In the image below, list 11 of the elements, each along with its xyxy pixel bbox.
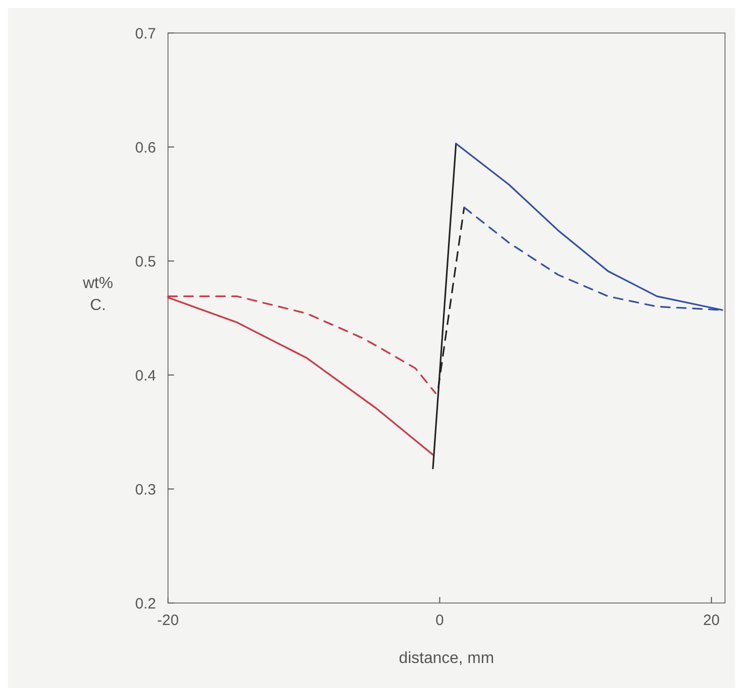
y-tick-label: 0.4 (135, 367, 156, 384)
y-tick-label: 0.6 (135, 139, 156, 156)
y-tick-label: 0.2 (135, 595, 156, 612)
y-tick-label: 0.5 (135, 253, 156, 270)
x-tick-label: -20 (157, 612, 179, 629)
x-tick-label: 0 (436, 612, 444, 629)
y-axis-title: wt% C. (82, 275, 114, 314)
y-tick-label: 0.3 (135, 481, 156, 498)
x-tick-label: 20 (703, 612, 720, 629)
y-tick-label: 0.7 (135, 25, 156, 42)
x-axis-title: distance, mm (398, 650, 494, 667)
